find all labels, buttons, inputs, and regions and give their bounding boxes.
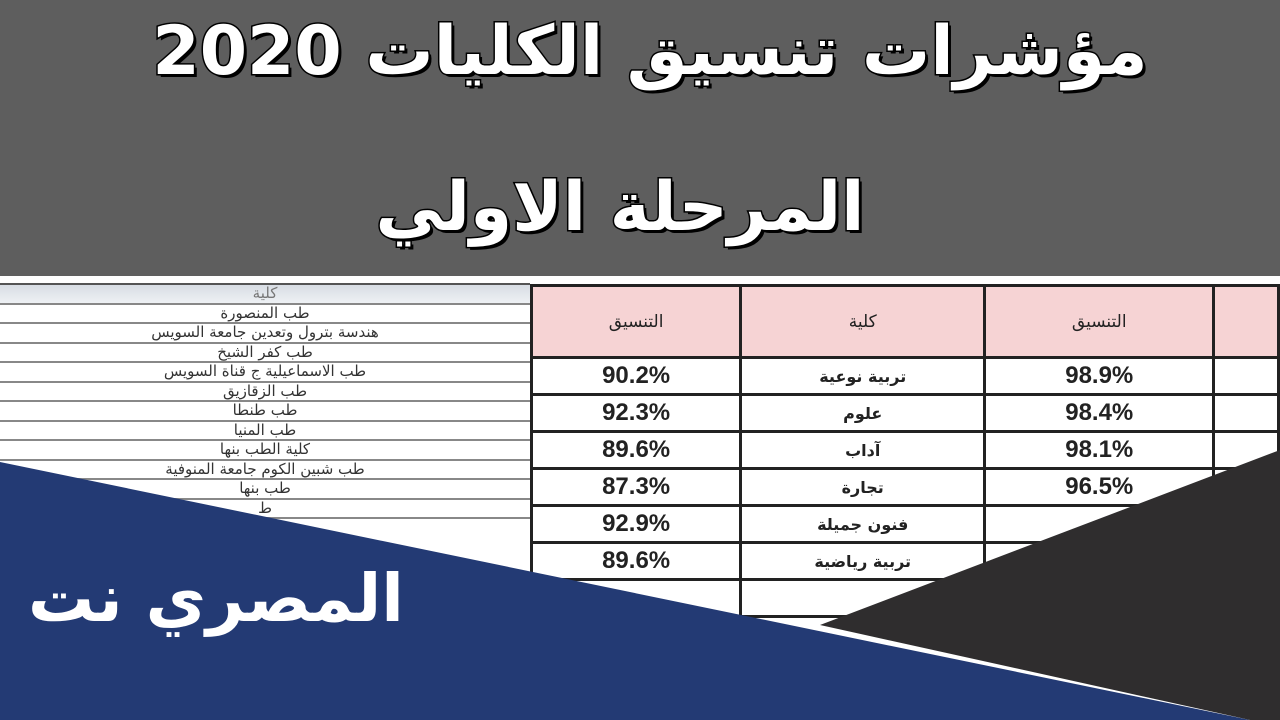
column-header: [1212, 284, 1280, 359]
dark-shape: [820, 450, 1280, 720]
table-cell: تربية رياضية: [739, 541, 987, 581]
table-row: هندسة بترول وتعدين جامعة السويس: [0, 324, 530, 344]
site-logo: المصري نت: [28, 560, 404, 637]
table-row: طب الزقازيق: [0, 382, 530, 402]
table-cell: [1212, 393, 1280, 433]
table-row: 89.6% تربية رياضية: [529, 541, 1280, 581]
table-row: طب المنيا: [0, 421, 530, 441]
table-row: طب كفر الشيخ: [0, 343, 530, 363]
table-row: 90.2% تربية نوعية 98.9%: [529, 356, 1280, 396]
table-cell: 92.9%: [529, 504, 743, 544]
title-line-1: مؤشرات تنسيق الكليات 2020: [151, 11, 1149, 93]
table-cell: 92.3%: [529, 393, 743, 433]
table-row: 87.3% تجارة 96.5%: [529, 467, 1280, 507]
column-header: كلية: [739, 284, 987, 359]
table-cell: فنون جميلة: [739, 504, 987, 544]
table-row: طب الاسماعيلية ج قناة السويس: [0, 363, 530, 383]
table-row: كلية الطب بنها: [0, 441, 530, 461]
table-row: 92.3% علوم 98.4%: [529, 393, 1280, 433]
table-cell: علوم: [739, 393, 987, 433]
column-header: التنسيق: [983, 284, 1216, 359]
table-cell: 89.6%: [529, 541, 743, 581]
table-cell: 98.9%: [983, 356, 1216, 396]
left-table-header: كلية: [0, 285, 530, 305]
table-cell: 90.2%: [529, 356, 743, 396]
right-table-header: التنسيق كلية التنسيق: [529, 284, 1280, 359]
table-cell: تجارة: [739, 467, 987, 507]
table-cell: [1212, 356, 1280, 396]
column-header: التنسيق: [529, 284, 743, 359]
left-table: كلية طب المنصورة هندسة بترول وتعدين جامعة …: [0, 283, 530, 519]
table-row: طب المنصورة: [0, 304, 530, 324]
table-row: 89.6% آداب 98.1%: [529, 430, 1280, 470]
table-row: طب طنطا: [0, 402, 530, 422]
title-banner: مؤشرات تنسيق الكليات 2020 المرحلة الاولي: [0, 0, 1280, 276]
table-cell: 89.6%: [529, 430, 743, 470]
table-cell: تربية نوعية: [739, 356, 987, 396]
table-row: طب شبين الكوم جامعة المنوفية: [0, 460, 530, 480]
table-cell: آداب: [739, 430, 987, 470]
table-cell: 98.4%: [983, 393, 1216, 433]
table-cell: 87.3%: [529, 467, 743, 507]
title-line-2: المرحلة الاولي: [374, 167, 866, 249]
table-cell: 98.1%: [983, 430, 1216, 470]
blue-shape: [0, 462, 1250, 720]
